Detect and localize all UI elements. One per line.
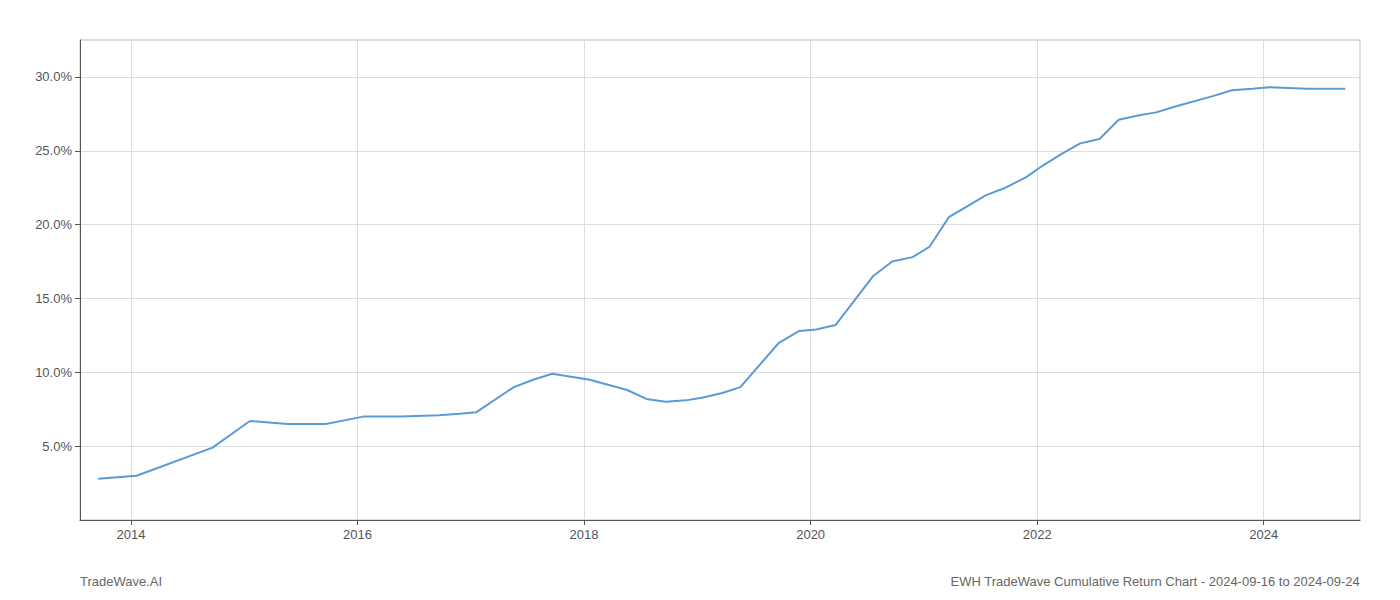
svg-text:15.0%: 15.0% <box>35 291 72 306</box>
svg-text:EWH TradeWave Cumulative Retur: EWH TradeWave Cumulative Return Chart - … <box>951 574 1360 589</box>
svg-text:2016: 2016 <box>343 527 372 542</box>
svg-text:2022: 2022 <box>1023 527 1052 542</box>
svg-text:2014: 2014 <box>117 527 146 542</box>
svg-text:5.0%: 5.0% <box>42 439 72 454</box>
svg-text:2018: 2018 <box>570 527 599 542</box>
svg-text:TradeWave.AI: TradeWave.AI <box>80 574 162 589</box>
svg-text:10.0%: 10.0% <box>35 365 72 380</box>
svg-text:2024: 2024 <box>1249 527 1278 542</box>
svg-text:2020: 2020 <box>796 527 825 542</box>
svg-text:25.0%: 25.0% <box>35 143 72 158</box>
svg-text:30.0%: 30.0% <box>35 69 72 84</box>
svg-text:20.0%: 20.0% <box>35 217 72 232</box>
